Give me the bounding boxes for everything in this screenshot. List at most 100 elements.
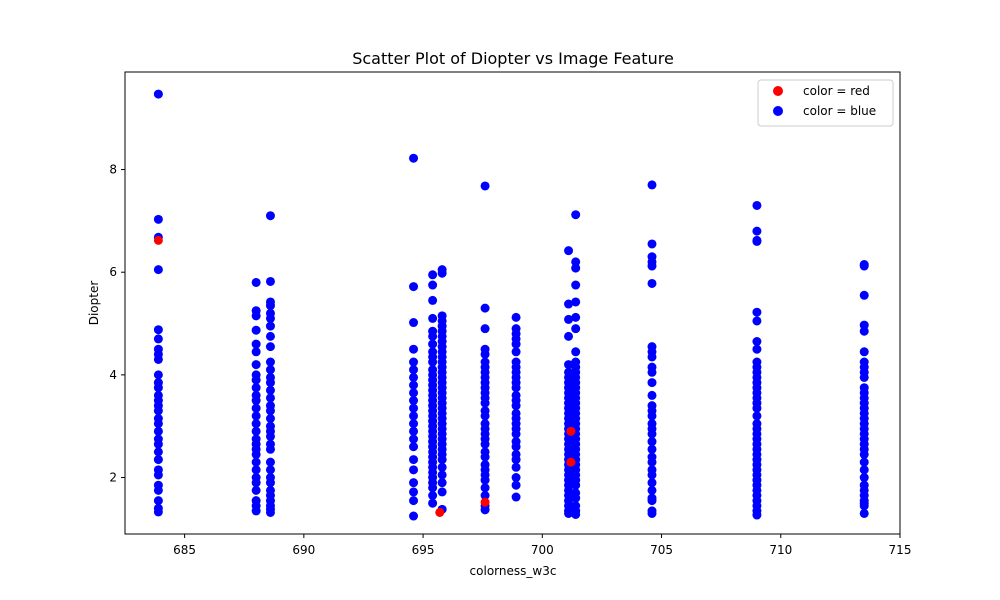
data-point bbox=[511, 347, 521, 357]
data-point bbox=[428, 295, 438, 305]
data-point bbox=[859, 326, 869, 336]
data-point bbox=[251, 360, 261, 370]
data-point bbox=[647, 180, 657, 190]
data-point bbox=[153, 325, 163, 335]
data-point bbox=[251, 383, 261, 393]
y-tick-label: 2 bbox=[109, 471, 117, 485]
data-point bbox=[409, 318, 419, 328]
data-point bbox=[511, 455, 521, 465]
data-point bbox=[571, 280, 581, 290]
data-point bbox=[153, 354, 163, 364]
data-point bbox=[409, 419, 419, 429]
x-axis-label: colorness_w3c bbox=[470, 564, 557, 578]
y-axis: 2 4 6 8 bbox=[109, 163, 125, 485]
data-point bbox=[409, 344, 419, 354]
data-point bbox=[428, 498, 438, 508]
data-point bbox=[564, 314, 574, 324]
data-point bbox=[437, 470, 447, 480]
data-point bbox=[511, 442, 521, 452]
data-point bbox=[409, 434, 419, 444]
data-point bbox=[859, 290, 869, 300]
data-point bbox=[859, 465, 869, 475]
data-point bbox=[571, 480, 581, 490]
data-point bbox=[409, 396, 419, 406]
data-point bbox=[251, 396, 261, 406]
data-point bbox=[409, 465, 419, 475]
data-point bbox=[153, 419, 163, 429]
data-point bbox=[428, 280, 438, 290]
data-point bbox=[409, 153, 419, 163]
data-point bbox=[480, 398, 490, 408]
data-point bbox=[859, 320, 869, 330]
data-point bbox=[409, 442, 419, 452]
data-point bbox=[437, 455, 447, 465]
legend-label: color = red bbox=[803, 84, 870, 98]
data-point bbox=[564, 299, 574, 309]
data-point bbox=[647, 261, 657, 271]
data-point bbox=[265, 313, 275, 323]
data-point bbox=[511, 401, 521, 411]
data-point bbox=[480, 505, 490, 515]
data-point bbox=[251, 419, 261, 429]
data-point bbox=[251, 478, 261, 488]
data-point bbox=[409, 380, 419, 390]
data-point bbox=[647, 367, 657, 377]
y-tick-label: 8 bbox=[109, 163, 117, 177]
data-point bbox=[265, 507, 275, 517]
data-points bbox=[153, 89, 869, 521]
data-point bbox=[265, 431, 275, 441]
series-red bbox=[153, 235, 576, 517]
data-point bbox=[752, 200, 762, 210]
data-point bbox=[752, 411, 762, 421]
data-point bbox=[153, 507, 163, 517]
data-point bbox=[251, 457, 261, 467]
data-point bbox=[752, 236, 762, 246]
data-point bbox=[647, 444, 657, 454]
data-point bbox=[409, 455, 419, 465]
data-point bbox=[511, 480, 521, 490]
data-point bbox=[752, 403, 762, 413]
data-point bbox=[409, 487, 419, 497]
data-point bbox=[251, 506, 261, 516]
data-point bbox=[153, 485, 163, 495]
data-point bbox=[435, 507, 445, 517]
data-point bbox=[571, 297, 581, 307]
data-point bbox=[428, 270, 438, 280]
legend-marker bbox=[773, 86, 783, 96]
plot-frame bbox=[124, 71, 901, 535]
data-point bbox=[153, 214, 163, 224]
data-point bbox=[564, 331, 574, 341]
data-point bbox=[752, 344, 762, 354]
y-axis-label: Diopter bbox=[87, 281, 101, 326]
data-point bbox=[265, 331, 275, 341]
x-tick-label: 715 bbox=[889, 543, 912, 557]
data-point bbox=[571, 263, 581, 273]
data-point bbox=[265, 276, 275, 286]
data-point bbox=[409, 365, 419, 375]
data-point bbox=[564, 246, 574, 256]
y-tick-label: 6 bbox=[109, 265, 117, 279]
data-point bbox=[409, 511, 419, 521]
data-point bbox=[571, 257, 581, 267]
data-point bbox=[265, 457, 275, 467]
chart-title: Scatter Plot of Diopter vs Image Feature bbox=[352, 49, 674, 68]
data-point bbox=[153, 265, 163, 275]
data-point bbox=[752, 510, 762, 520]
data-point bbox=[571, 312, 581, 322]
data-point bbox=[153, 496, 163, 506]
data-point bbox=[409, 426, 419, 436]
data-point bbox=[251, 426, 261, 436]
data-point bbox=[647, 239, 657, 249]
x-tick-label: 685 bbox=[173, 543, 196, 557]
data-point bbox=[511, 383, 521, 393]
data-point bbox=[251, 339, 261, 349]
data-point bbox=[409, 403, 419, 413]
data-point bbox=[511, 339, 521, 349]
data-point bbox=[566, 457, 576, 467]
data-point bbox=[265, 357, 275, 367]
data-point bbox=[153, 455, 163, 465]
data-point bbox=[480, 497, 490, 507]
data-point bbox=[265, 365, 275, 375]
data-point bbox=[480, 491, 490, 500]
data-point bbox=[428, 331, 438, 341]
